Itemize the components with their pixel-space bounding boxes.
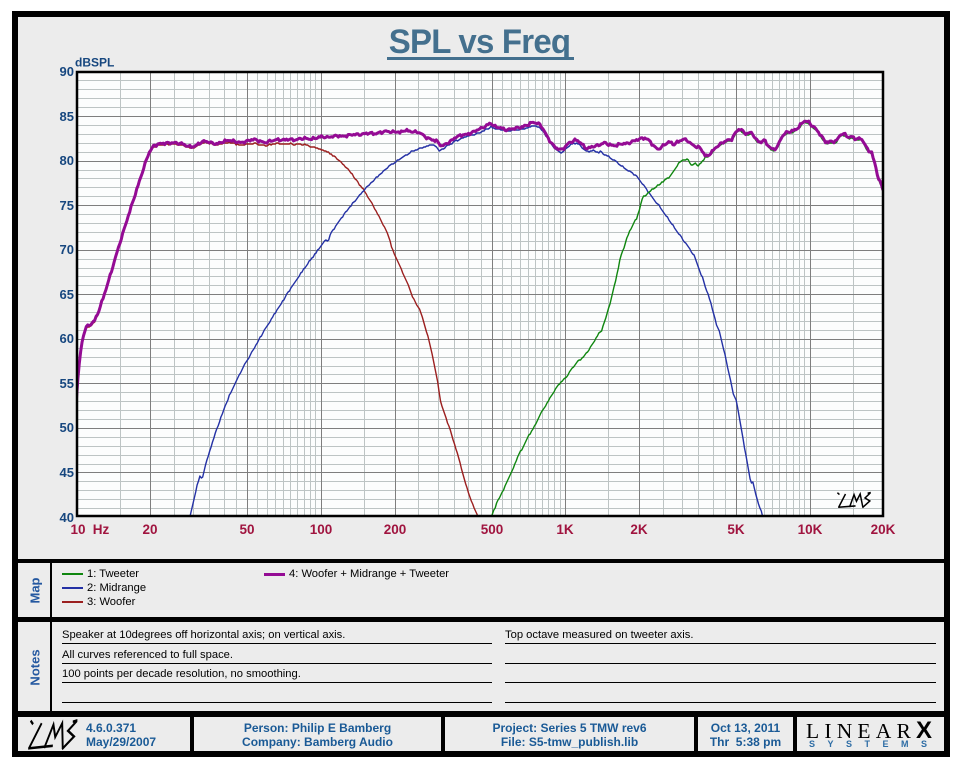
svg-text:50: 50 — [239, 522, 254, 537]
svg-text:1K: 1K — [556, 522, 574, 537]
svg-text:75: 75 — [60, 198, 74, 213]
svg-text:2K: 2K — [630, 522, 648, 537]
svg-text:40: 40 — [60, 510, 74, 525]
svg-text:80: 80 — [60, 153, 74, 168]
svg-text:200: 200 — [384, 522, 407, 537]
svg-text:10: 10 — [70, 522, 85, 537]
svg-text:20K: 20K — [871, 522, 896, 537]
svg-text:55: 55 — [60, 376, 74, 391]
svg-text:45: 45 — [60, 465, 74, 480]
svg-text:85: 85 — [60, 109, 74, 124]
svg-text:10K: 10K — [798, 522, 823, 537]
svg-text:Hz: Hz — [93, 522, 110, 537]
svg-text:100: 100 — [310, 522, 333, 537]
svg-text:50: 50 — [60, 420, 74, 435]
svg-text:90: 90 — [60, 64, 74, 79]
svg-text:dBSPL: dBSPL — [75, 56, 114, 70]
svg-text:70: 70 — [60, 242, 74, 257]
svg-text:60: 60 — [60, 331, 74, 346]
svg-text:5K: 5K — [727, 522, 745, 537]
svg-text:500: 500 — [481, 522, 504, 537]
svg-text:65: 65 — [60, 287, 74, 302]
svg-text:20: 20 — [142, 522, 157, 537]
